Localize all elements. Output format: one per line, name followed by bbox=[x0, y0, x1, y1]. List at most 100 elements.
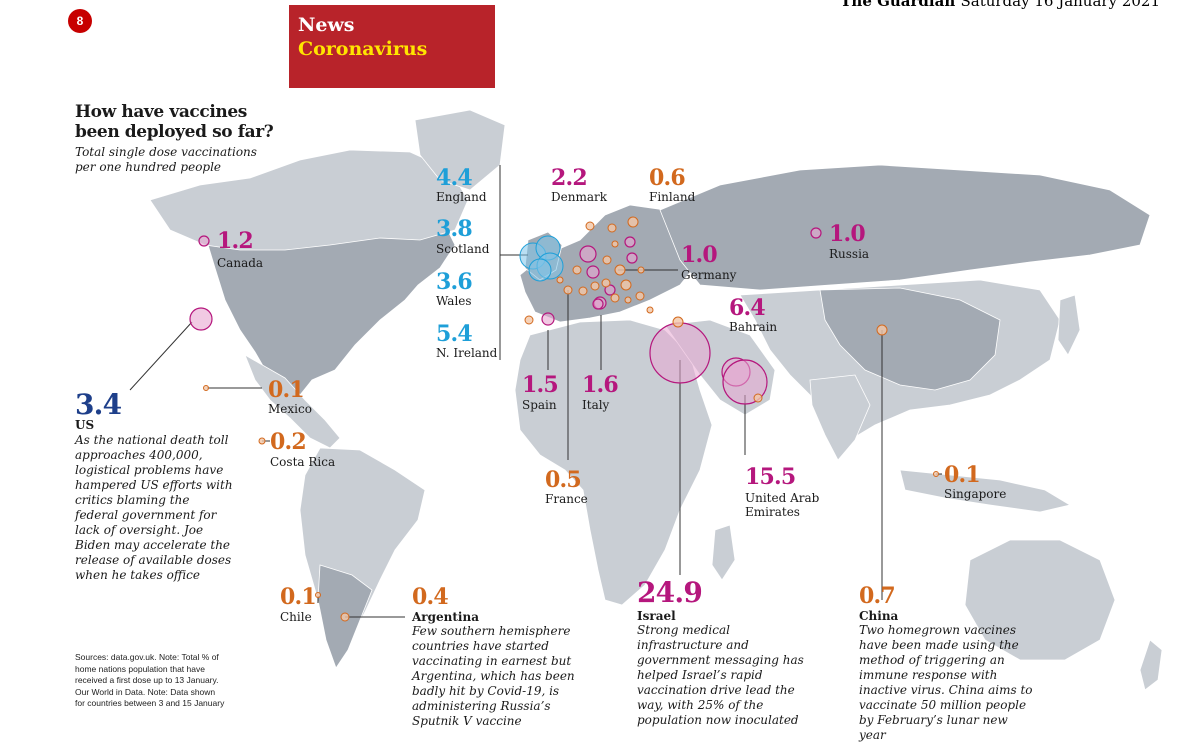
japan bbox=[1057, 294, 1081, 356]
bubble-canada bbox=[198, 235, 210, 247]
south-america bbox=[299, 447, 426, 661]
canada-name: Canada bbox=[217, 256, 264, 270]
bubble-us bbox=[189, 307, 213, 331]
russia-value: 1.0 bbox=[829, 221, 866, 247]
bubble-eu-o3 bbox=[572, 265, 582, 275]
bubble-finland bbox=[627, 216, 639, 228]
n-ireland-name: N. Ireland bbox=[436, 346, 498, 360]
bubble-eu-o7 bbox=[620, 279, 632, 291]
bahrain-value: 6.4 bbox=[729, 295, 766, 321]
germany-name: Germany bbox=[681, 268, 737, 282]
bubble-eu-o16 bbox=[637, 266, 645, 274]
section-header: News Coronavirus bbox=[289, 5, 495, 88]
russia-name: Russia bbox=[829, 247, 870, 261]
bubble-uae bbox=[722, 359, 768, 405]
bubble-wales bbox=[528, 258, 552, 282]
section-label: News bbox=[298, 14, 355, 36]
indonesia bbox=[899, 469, 1072, 513]
bubble-eu-o8 bbox=[601, 278, 611, 288]
us-name: US bbox=[75, 418, 95, 432]
canada-value: 1.2 bbox=[217, 228, 254, 254]
bubble-israel bbox=[649, 322, 711, 384]
bubble-eu-o2 bbox=[607, 223, 617, 233]
bubble-eu-o13 bbox=[611, 240, 619, 248]
spain-name: Spain bbox=[522, 398, 557, 412]
bubble-eu-o11 bbox=[624, 296, 632, 304]
graphic-title: How have vaccines been deployed so far? bbox=[75, 102, 274, 142]
france-name: France bbox=[545, 492, 588, 506]
israel-value: 24.9 bbox=[637, 576, 703, 609]
denmark-value: 2.2 bbox=[551, 165, 588, 191]
bubble-me-o2 bbox=[753, 393, 763, 403]
australia bbox=[964, 539, 1116, 661]
scotland-value: 3.8 bbox=[436, 216, 473, 242]
bubble-russia bbox=[810, 227, 822, 239]
madagascar bbox=[711, 524, 736, 581]
mexico-name: Mexico bbox=[268, 402, 312, 416]
england-name: England bbox=[436, 190, 487, 204]
finland-name: Finland bbox=[649, 190, 696, 204]
israel-name: Israel bbox=[637, 609, 676, 623]
bubble-mexico bbox=[203, 385, 209, 391]
chile-value: 0.1 bbox=[280, 584, 317, 610]
bubble-spain bbox=[541, 312, 555, 326]
bubble-eu-o15 bbox=[602, 255, 612, 265]
bubble-me-o1 bbox=[672, 316, 684, 328]
argentina-value: 0.4 bbox=[412, 584, 449, 610]
wales-value: 3.6 bbox=[436, 269, 473, 295]
bubble-chile bbox=[315, 592, 321, 598]
argentina-note: Few southern hemisphere countries have s… bbox=[412, 624, 575, 728]
bubble-eu-3 bbox=[626, 252, 638, 264]
bubble-france bbox=[563, 285, 573, 295]
masthead-name: The Guardian bbox=[840, 0, 956, 10]
spain-value: 1.5 bbox=[522, 372, 559, 398]
russia-land bbox=[659, 164, 1151, 291]
china-name: China bbox=[859, 609, 899, 623]
us-value: 3.4 bbox=[75, 388, 122, 421]
china-note: Two homegrown vaccines have been made us… bbox=[859, 623, 1033, 742]
mexico-value: 0.1 bbox=[268, 377, 305, 403]
graphic-subtitle: Total single dose vaccinations per one h… bbox=[75, 145, 257, 174]
bubble-eu-o1 bbox=[585, 221, 595, 231]
masthead-date: Saturday 16 January 2021 bbox=[960, 0, 1160, 10]
india bbox=[809, 374, 871, 461]
mexico-central-america bbox=[244, 354, 341, 449]
singapore-value: 0.1 bbox=[944, 462, 981, 488]
finland-value: 0.6 bbox=[649, 165, 686, 191]
italy-value: 1.6 bbox=[582, 372, 619, 398]
wales-name: Wales bbox=[436, 294, 472, 308]
scotland-name: Scotland bbox=[436, 242, 490, 256]
bahrain-name: Bahrain bbox=[729, 320, 778, 334]
bubble-eu-o6 bbox=[590, 281, 600, 291]
bubbles bbox=[189, 216, 939, 622]
argentina-name: Argentina bbox=[412, 610, 479, 624]
canada-alaska bbox=[149, 149, 469, 251]
sources-note: Sources: data.gov.uk. Note: Total % of h… bbox=[75, 652, 225, 708]
uae-value: 15.5 bbox=[745, 464, 796, 490]
denmark-name: Denmark bbox=[551, 190, 607, 204]
israel-note: Strong medical infrastructure and govern… bbox=[637, 623, 804, 727]
world-map bbox=[129, 109, 1163, 691]
us-note: As the national death toll approaches 40… bbox=[75, 433, 233, 582]
bubble-eu-o10 bbox=[635, 291, 645, 301]
n-ireland-value: 5.4 bbox=[436, 321, 473, 347]
china-value: 0.7 bbox=[859, 583, 896, 609]
bubble-argentina bbox=[340, 612, 350, 622]
bubble-eu-4 bbox=[592, 298, 604, 310]
bubble-eu-o9 bbox=[610, 293, 620, 303]
section-kicker: Coronavirus bbox=[298, 38, 428, 60]
bubble-germany bbox=[586, 265, 600, 279]
germany-value: 1.0 bbox=[681, 242, 718, 268]
china-land bbox=[819, 287, 1001, 391]
new-zealand bbox=[1139, 639, 1163, 691]
bubble-eu-o5 bbox=[578, 286, 588, 296]
uae-name: United Arab Emirates bbox=[745, 491, 820, 519]
page-number: 8 bbox=[68, 9, 92, 33]
bubble-eu-o12 bbox=[524, 315, 534, 325]
bubble-china bbox=[876, 324, 888, 336]
masthead: The Guardian Saturday 16 January 2021 bbox=[840, 0, 1160, 10]
bubble-eu-o14 bbox=[556, 276, 564, 284]
bubble-eu-o4 bbox=[614, 264, 626, 276]
chile-name: Chile bbox=[280, 610, 312, 624]
singapore-name: Singapore bbox=[944, 487, 1007, 501]
